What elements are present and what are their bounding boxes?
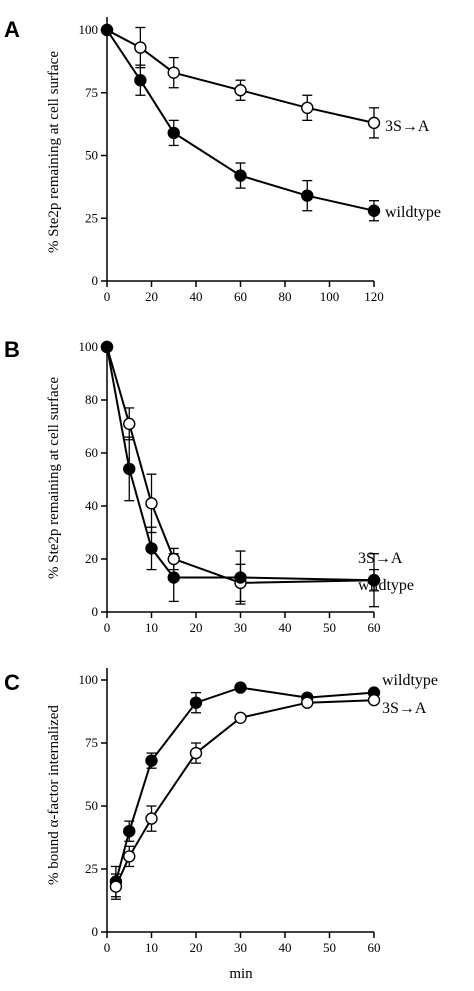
x-tick-label: 60 <box>368 620 381 635</box>
plot-area <box>100 340 381 608</box>
data-point-wildtype <box>145 542 158 555</box>
x-tick-label: 0 <box>104 940 111 955</box>
x-tick-label: 30 <box>234 620 247 635</box>
series-label-wildtype: wildtype <box>358 577 414 594</box>
x-tick-label: 50 <box>323 940 336 955</box>
x-tick-label: 10 <box>145 620 158 635</box>
x-tick-label: 20 <box>190 940 203 955</box>
ticks: 0 25 50 75 100 0 20 40 60 80 100 120 <box>79 22 384 304</box>
data-point-wildtype <box>123 825 136 838</box>
x-tick-label: 80 <box>279 289 292 304</box>
data-point-3s-a <box>167 552 180 566</box>
data-point-wildtype <box>367 204 381 217</box>
panel-letter: C <box>4 670 20 695</box>
x-tick-label: 120 <box>364 289 384 304</box>
x-tick-label: 20 <box>190 620 203 635</box>
y-axis-label: % Ste2p remaining at cell surface <box>46 377 62 579</box>
y-tick-label: 75 <box>85 85 98 100</box>
data-point-3s-a <box>109 880 123 893</box>
series-line-3s-a <box>106 346 375 584</box>
data-point-3s-a <box>167 66 180 79</box>
y-axis-label: % bound α-factor internalized <box>46 705 62 885</box>
x-tick-label: 40 <box>279 620 292 635</box>
x-tick-label: 40 <box>190 289 203 304</box>
data-point-3s-a <box>367 693 381 707</box>
series-label-wildtype: wildtype <box>385 204 441 221</box>
x-tick-label: 10 <box>145 940 158 955</box>
x-tick-label: 100 <box>320 289 340 304</box>
data-point-3s-a <box>367 116 381 130</box>
data-point-wildtype <box>100 340 114 354</box>
data-point-3s-a <box>134 41 147 54</box>
data-point-3s-a <box>123 850 136 863</box>
y-tick-label: 100 <box>79 22 99 37</box>
data-point-wildtype <box>100 23 114 37</box>
series-label-wildtype: wildtype <box>382 672 438 689</box>
y-tick-label: 0 <box>92 604 99 619</box>
series-label-3s-a: 3S→A <box>358 550 403 567</box>
data-point-wildtype <box>189 696 203 709</box>
panel-letter: B <box>4 337 20 362</box>
series-label-3s-a: 3S→A <box>382 700 427 717</box>
data-point-wildtype <box>234 681 247 694</box>
ticks: 0 20 40 60 80 100 0 10 20 30 40 50 60 <box>79 339 381 635</box>
x-tick-label: 60 <box>234 289 247 304</box>
data-point-3s-a <box>145 812 158 825</box>
y-tick-label: 50 <box>85 798 98 813</box>
y-tick-label: 20 <box>85 551 98 566</box>
series-line-3s-a <box>106 29 375 124</box>
data-point-wildtype <box>234 571 247 584</box>
data-point-3s-a <box>234 84 247 97</box>
data-point-wildtype <box>234 169 247 182</box>
series-line-wildtype <box>106 29 375 212</box>
x-tick-label: 30 <box>234 940 247 955</box>
y-tick-label: 100 <box>79 339 99 354</box>
y-tick-label: 0 <box>92 924 99 939</box>
y-tick-label: 100 <box>79 672 99 687</box>
data-point-wildtype <box>134 73 147 87</box>
y-tick-label: 75 <box>85 735 98 750</box>
series-label-3s-a: 3S→A <box>385 118 430 135</box>
y-tick-label: 0 <box>92 273 99 288</box>
x-axis-label: min <box>229 966 253 982</box>
ticks: 0 25 50 75 100 0 10 20 30 40 50 60 <box>79 672 381 955</box>
y-tick-label: 40 <box>85 498 98 513</box>
data-point-3s-a <box>189 746 203 760</box>
x-tick-label: 0 <box>104 289 111 304</box>
data-point-3s-a <box>301 696 314 709</box>
x-tick-label: 20 <box>145 289 158 304</box>
y-tick-label: 25 <box>85 210 98 225</box>
data-point-wildtype <box>145 754 158 767</box>
plot-area <box>109 681 381 900</box>
y-tick-label: 60 <box>85 445 98 460</box>
series-line-3s-a <box>114 699 375 888</box>
plot-area <box>100 23 381 222</box>
panel-c: C % bound α-factor internalized 0 25 50 75 1… <box>4 668 438 982</box>
panel-a: A % Ste2p remaining at cell surface 0 25 5… <box>4 17 441 304</box>
x-tick-label: 60 <box>368 940 381 955</box>
data-point-wildtype <box>167 571 180 584</box>
y-tick-label: 50 <box>85 148 98 163</box>
x-tick-label: 0 <box>104 620 111 635</box>
data-point-3s-a <box>234 711 247 724</box>
data-point-wildtype <box>167 126 180 140</box>
y-tick-label: 80 <box>85 392 98 407</box>
data-point-wildtype <box>301 189 314 202</box>
x-tick-label: 50 <box>323 620 336 635</box>
series-line-wildtype <box>106 346 375 582</box>
panel-b: B % Ste2p remaining at cell surface 0 20 4… <box>4 337 414 635</box>
panel-letter: A <box>4 17 20 42</box>
y-axis-label: % Ste2p remaining at cell surface <box>46 51 62 253</box>
data-point-wildtype <box>123 462 136 476</box>
data-point-wildtype <box>367 574 381 587</box>
x-tick-label: 40 <box>279 940 292 955</box>
y-tick-label: 25 <box>85 861 98 876</box>
data-point-3s-a <box>123 417 136 431</box>
data-point-3s-a <box>145 497 158 510</box>
data-point-3s-a <box>301 101 314 115</box>
